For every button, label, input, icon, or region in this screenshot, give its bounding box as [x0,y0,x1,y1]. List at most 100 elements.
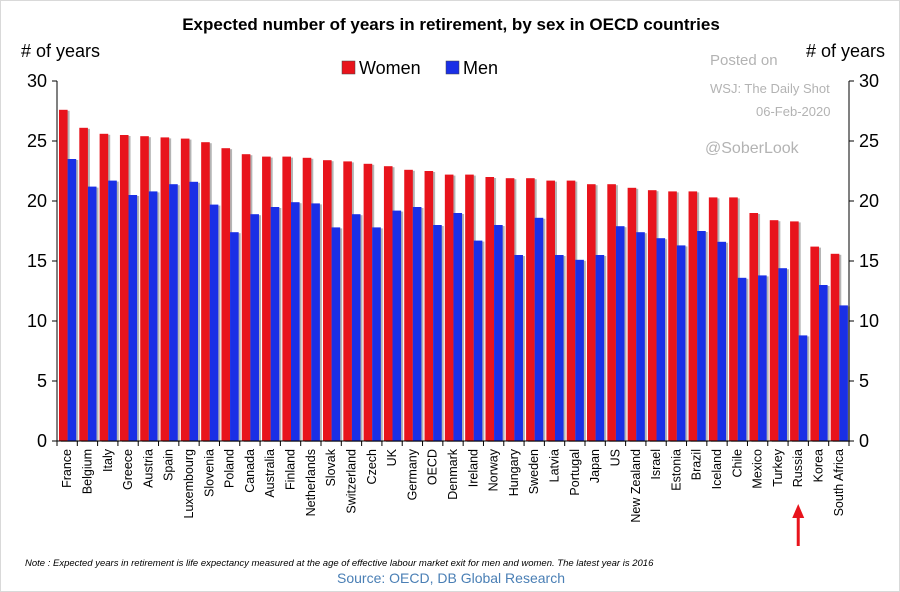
x-tick-label-slovak: Slovak [324,448,338,486]
y-tick-right-label: 25 [859,131,879,151]
y-tick-right-label: 20 [859,191,879,211]
bar-women-chile [729,197,738,441]
bar-women-portugal [566,180,576,441]
bar-men-russia [798,335,808,441]
bar-women-canada [241,154,251,441]
x-tick-label-finland: Finland [284,449,298,490]
bar-women-japan [587,184,596,441]
x-tick-label-germany: Germany [405,448,419,500]
bar-women-slovenia [201,142,210,441]
bar-women-luxembourg [180,138,190,441]
watermark-date: 06-Feb-2020 [756,104,830,119]
bar-men-turkey [778,268,787,441]
bar-men-netherlands [311,203,320,441]
bar-men-canada [250,214,259,441]
bar-women-italy [99,133,109,442]
bar-women-us [607,184,616,441]
bar-men-slovak [331,227,341,441]
bar-men-japan [595,255,605,441]
bar-men-australia [270,207,280,441]
x-tick-label-slovenia: Slovenia [202,449,216,497]
bar-women-hungary [505,178,515,441]
bar-women-iceland [708,197,718,441]
bar-men-israel [656,238,666,441]
y-tick-right-label: 10 [859,311,879,331]
x-tick-label-greece: Greece [121,449,135,490]
y-tick-left-label: 5 [37,371,47,391]
y-tick-left-label: 20 [27,191,47,211]
bar-men-sweden [534,217,544,441]
bar-women-sweden [526,178,535,441]
bar-women-norway [485,177,495,441]
bar-men-ireland [473,240,483,441]
bar-men-south-africa [839,305,848,441]
x-tick-label-uk: UK [385,448,399,466]
bar-men-oecd [433,225,442,441]
bar-men-greece [128,195,138,441]
x-tick-label-belgium: Belgium [80,449,94,494]
chart-note: Note : Expected years in retirement is l… [25,558,654,569]
bar-women-slovak [323,160,332,441]
plot-area: 0 0 5 5 10 10 15 15 20 20 25 25 30 30 France Belgium Ita… [27,71,879,546]
x-tick-label-new-zealand: New Zealand [629,449,643,523]
x-tick-label-netherlands: Netherlands [304,449,318,516]
y-tick-left-label: 15 [27,251,47,271]
bar-men-norway [494,225,503,441]
y-tick-right-label: 15 [859,251,879,271]
x-tick-label-austria: Austria [141,449,155,488]
x-tick-label-portugal: Portugal [568,449,582,496]
watermark-posted-on: Posted on [710,52,778,69]
watermark-source: WSJ: The Daily Shot [710,81,830,96]
x-tick-label-france: France [60,449,74,488]
x-tick-label-chile: Chile [730,449,744,478]
x-tick-label-spain: Spain [162,449,176,481]
bar-men-czech [372,227,381,441]
x-tick-label-israel: Israel [649,449,663,480]
bar-women-poland [221,148,231,441]
y-tick-left-label: 25 [27,131,47,151]
x-tick-label-norway: Norway [487,448,501,491]
bar-men-switzerland [351,214,361,441]
bar-women-greece [119,135,129,441]
chart-source: Source: OECD, DB Global Research [337,570,565,586]
bar-men-finland [290,202,300,441]
x-tick-label-denmark: Denmark [446,448,460,499]
bar-women-switzerland [343,161,352,441]
x-tick-label-czech: Czech [365,449,379,484]
bar-men-spain [169,184,178,441]
bar-women-ireland [465,174,474,441]
bar-men-portugal [575,259,584,441]
y-tick-right-label: 5 [859,371,869,391]
bar-men-iceland [717,241,727,441]
bar-men-latvia [554,255,564,441]
x-tick-label-luxembourg: Luxembourg [182,449,196,519]
bar-men-us [615,226,625,441]
bar-men-denmark [453,213,463,441]
bar-men-slovenia [209,204,219,441]
bar-women-denmark [444,174,454,441]
y-axis-label-right: # of years [806,41,885,61]
x-tick-label-hungary: Hungary [507,448,521,496]
legend-label-men: Men [463,58,498,78]
bar-women-russia [790,221,799,441]
bar-women-brazil [688,191,698,441]
x-tick-label-south-africa: South Africa [832,449,846,516]
bar-women-estonia [668,191,677,441]
watermark-handle: @SoberLook [705,140,800,157]
x-tick-label-oecd: OECD [426,449,440,485]
x-tick-label-turkey: Turkey [771,448,785,486]
bar-men-new-zealand [636,232,645,441]
arrow-head [792,504,805,518]
legend-label-women: Women [359,58,421,78]
y-tick-left-label: 0 [37,431,47,451]
x-tick-label-japan: Japan [588,449,602,483]
bar-women-turkey [769,220,779,441]
bar-men-poland [230,232,239,441]
bar-women-new-zealand [627,187,637,441]
bar-women-spain [160,137,170,441]
bar-men-estonia [676,245,686,441]
y-tick-right-label: 30 [859,71,879,91]
watermark: Posted on WSJ: The Daily Shot 06-Feb-202… [705,52,830,157]
x-tick-label-iceland: Iceland [710,449,724,489]
y-tick-right-label: 0 [859,431,869,451]
